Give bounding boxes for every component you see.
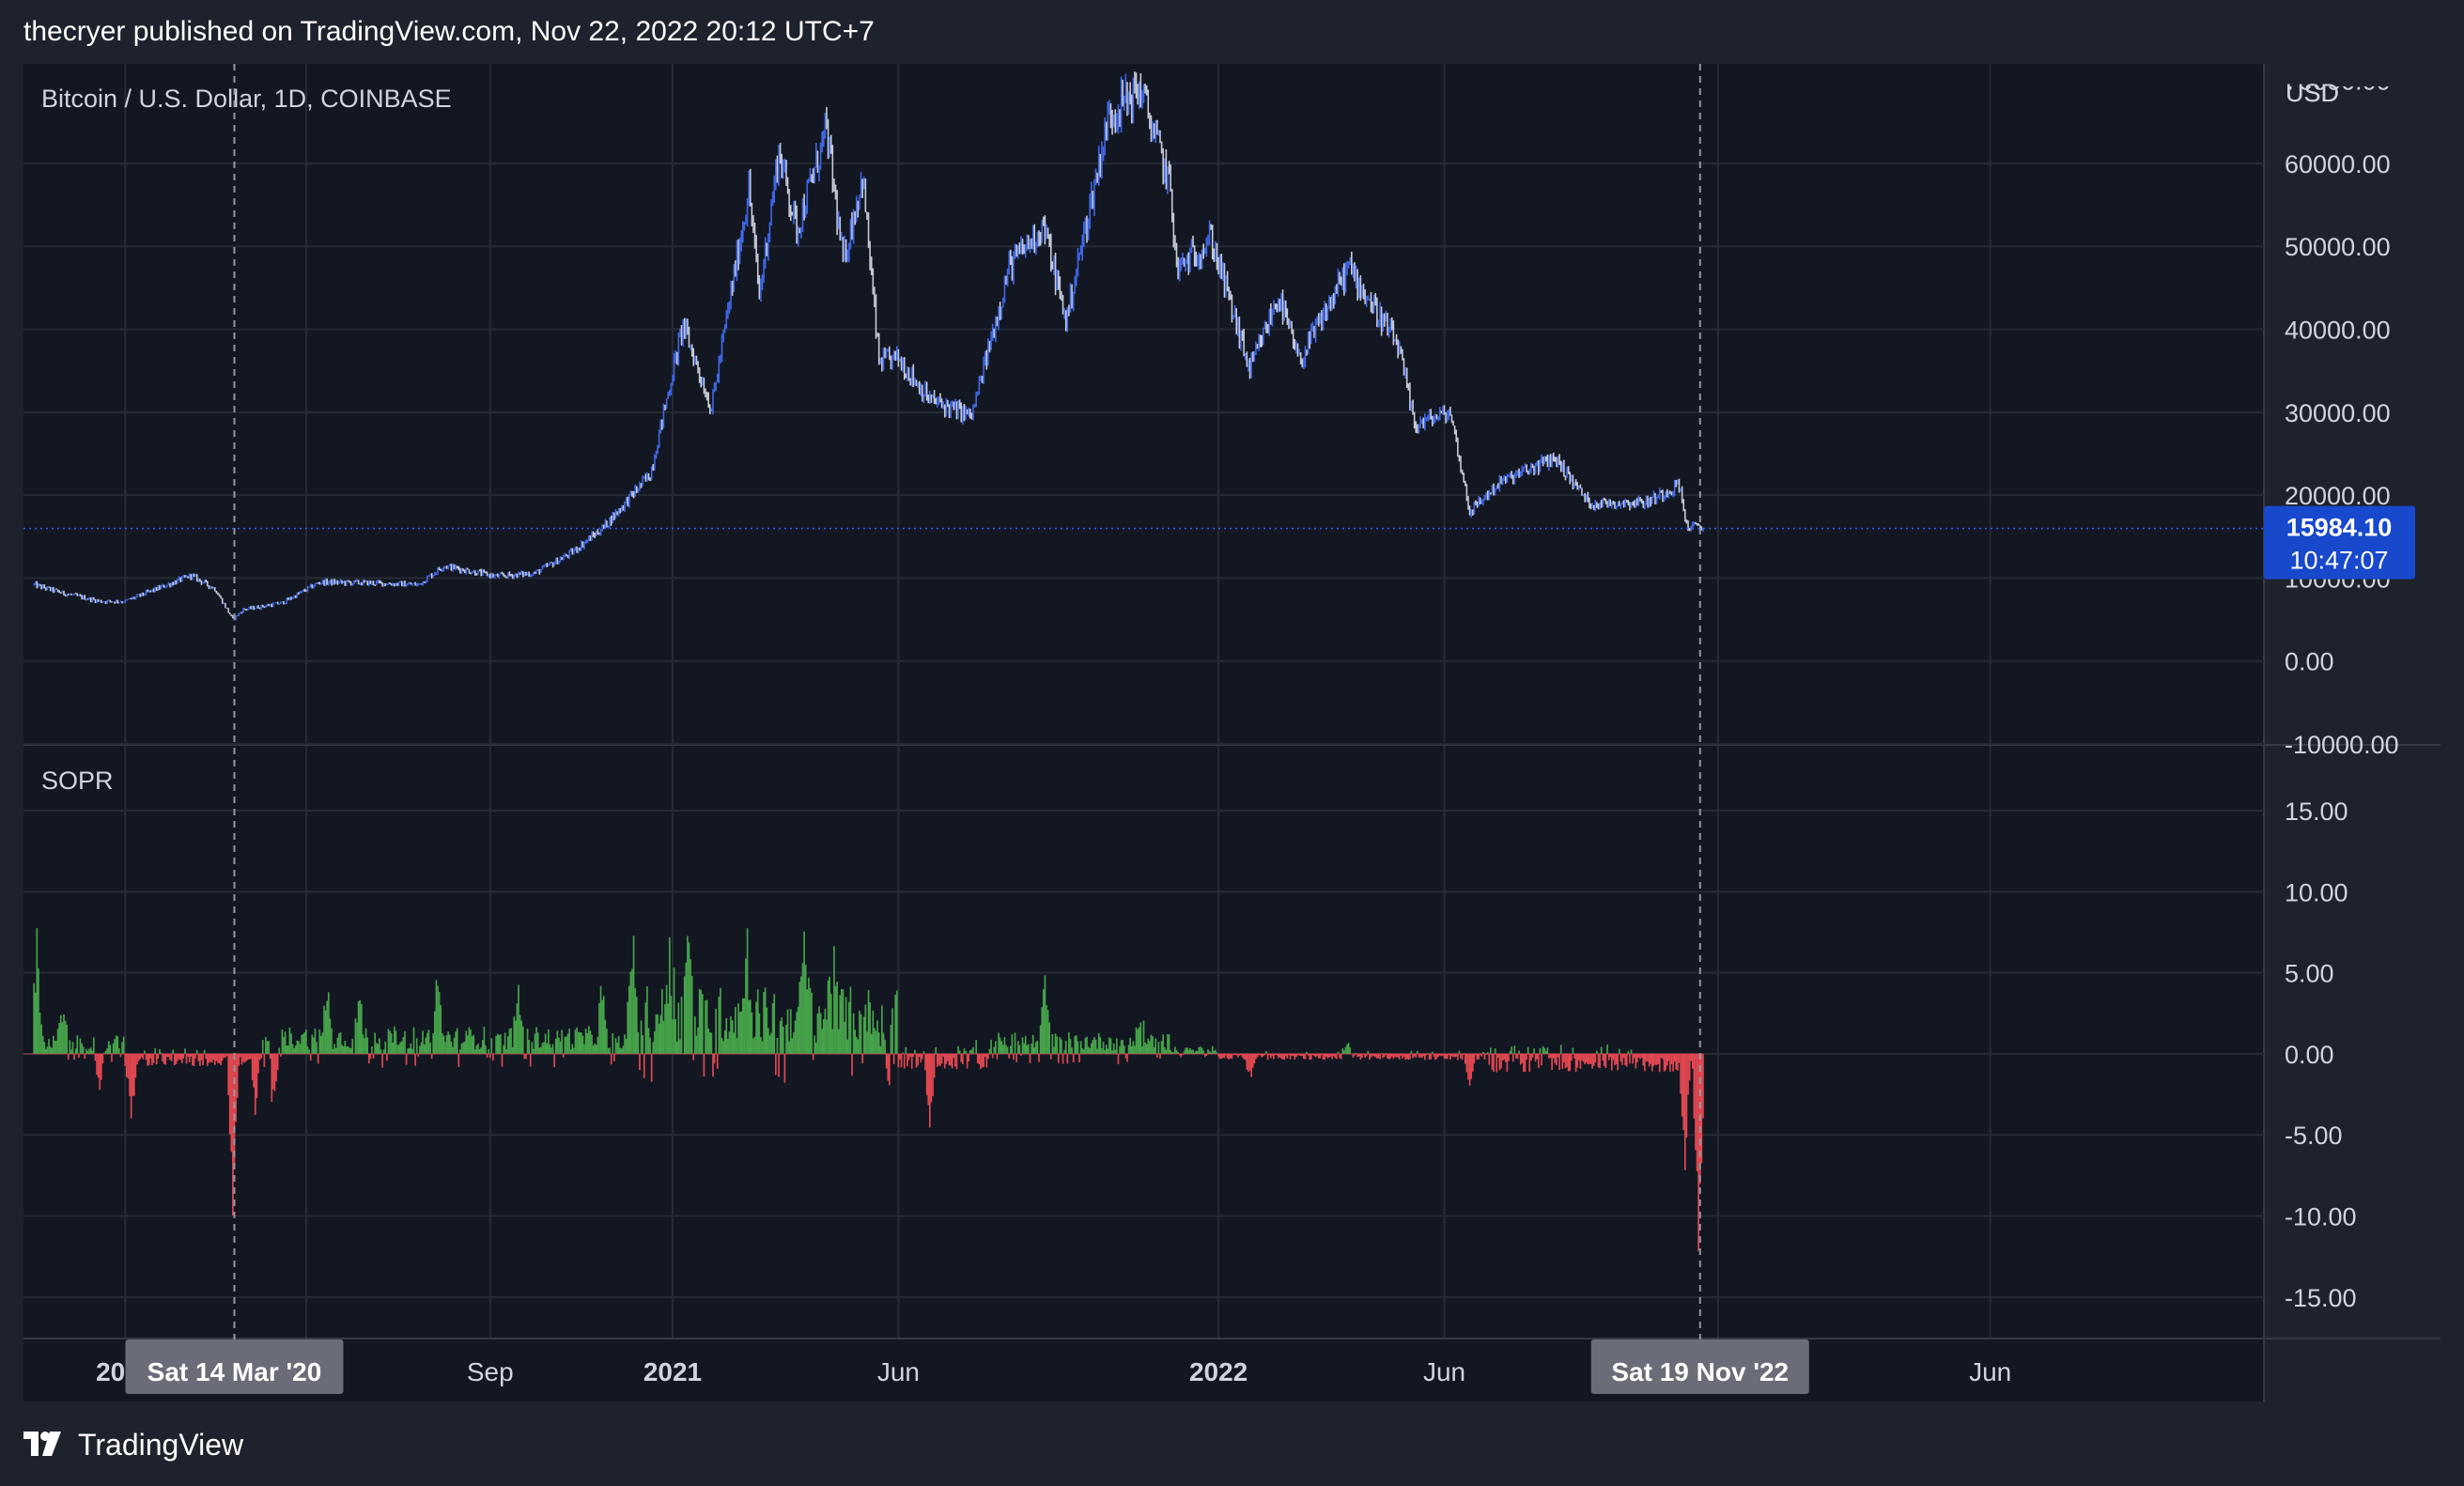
price-tick-label: 50000.00	[2285, 233, 2391, 261]
sopr-tick-label: 10.00	[2285, 878, 2348, 906]
price-tick-label: 60000.00	[2285, 150, 2391, 178]
sopr-tick-label: -15.00	[2285, 1284, 2357, 1312]
sopr-tick-label: 15.00	[2285, 797, 2348, 826]
crosshair-date-label: Sat 14 Mar '20	[147, 1357, 322, 1386]
sopr-tick-label: -10.00	[2285, 1203, 2357, 1231]
price-axis-ticks: 60000.00 50000.00 40000.00 30000.00 20000.00…	[2265, 0, 2464, 1312]
time-tick-label: 2022	[1189, 1357, 1247, 1386]
crosshair-date-box	[125, 1339, 344, 1394]
time-axis[interactable]	[23, 1339, 2264, 1401]
price-tick-label: -10000.00	[2285, 731, 2399, 759]
price-pane[interactable]	[23, 64, 2264, 744]
time-tick-label: Jun	[1969, 1357, 2011, 1386]
axis-mask	[2265, 0, 2464, 86]
crosshair-lines	[233, 64, 1701, 1339]
price-tick-label: 30000.00	[2285, 399, 2391, 427]
crosshair-date-label: Sat 19 Nov '22	[1611, 1357, 1789, 1386]
last-price-value: 15984.10	[2286, 514, 2393, 542]
price-tick-label: 20000.00	[2285, 482, 2391, 510]
price-tick-label: 40000.00	[2285, 317, 2391, 345]
time-tick-label: Jun	[1423, 1357, 1465, 1386]
footer: TradingView	[23, 1424, 243, 1465]
time-tick-label: Jun	[877, 1357, 920, 1386]
last-price-badge: 15984.10 10:47:07	[2264, 505, 2415, 580]
tradingview-brand: TradingView	[78, 1427, 244, 1462]
bar-countdown: 10:47:07	[2289, 547, 2388, 575]
sopr-histogram[interactable]	[23, 928, 1704, 1251]
currency-label-overlay: USD	[2286, 79, 2339, 107]
horizontal-gridlines	[23, 162, 2264, 1298]
sopr-tick-label: 0.00	[2285, 1041, 2334, 1069]
price-tick-label: 0.00	[2285, 648, 2334, 676]
price-pane-title: Bitcoin / U.S. Dollar, 1D, COINBASE	[41, 85, 452, 113]
crosshair-date-box	[1590, 1339, 1809, 1394]
publish-info: thecryer published on TradingView.com, N…	[23, 16, 875, 47]
sopr-pane-title: SOPR	[41, 766, 114, 795]
price-candles[interactable]	[33, 71, 1704, 621]
currency-label: USD	[2286, 79, 2339, 107]
time-tick-label: 2021	[643, 1357, 702, 1386]
time-tick-label: Sep	[467, 1357, 514, 1386]
sopr-tick-label: -5.00	[2285, 1122, 2343, 1150]
sopr-tick-label: 5.00	[2285, 960, 2334, 988]
tradingview-logo-icon	[23, 1432, 61, 1456]
